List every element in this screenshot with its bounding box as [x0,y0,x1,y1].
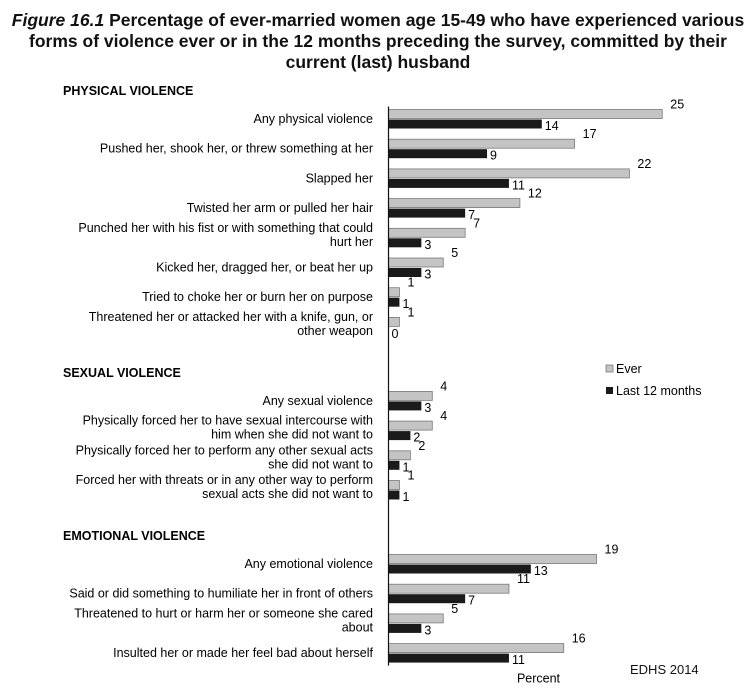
bar-ever [388,613,444,624]
data-label-last-12-months: 9 [490,149,497,163]
data-label-ever: 16 [572,632,586,646]
category-label: Any emotional violence [244,557,373,571]
section-heading: SEXUAL VIOLENCE [63,366,181,380]
bar-last-12-months [388,268,422,277]
category-label: Physically forced her to have sexual int… [83,414,373,442]
figure-label: Figure 16.1 [11,10,105,30]
data-label-ever: 2 [418,439,425,453]
category-label: Tried to choke her or burn her on purpos… [142,290,373,304]
data-label-ever: 4 [440,379,447,393]
bar-ever [388,227,466,238]
category-label: Said or did something to humiliate her i… [69,587,373,601]
category-label: Twisted her arm or pulled her hair [187,201,373,215]
bar-ever [388,138,576,149]
section-heading: EMOTIONAL VIOLENCE [63,529,205,543]
data-label-last-12-months: 7 [468,208,475,222]
legend-label-ever: Ever [616,362,642,376]
data-label-last-12-months: 0 [392,327,399,341]
data-label-last-12-months: 3 [424,238,431,252]
category-label: Pushed her, shook her, or threw somethin… [100,142,373,156]
data-label-ever: 1 [407,469,414,483]
data-label-last-12-months: 1 [402,297,409,311]
bar-ever [388,109,663,119]
category-label: Physically forced her to perform any oth… [76,443,373,471]
data-label-ever: 12 [528,187,542,201]
legend-swatch-last12 [606,387,613,394]
data-label-ever: 1 [407,305,414,319]
data-label-ever: 5 [451,602,458,616]
title-text: Percentage of ever-married women age 15-… [29,10,745,72]
bar-ever [388,168,630,179]
data-label-last-12-months: 7 [468,594,475,608]
legend: Ever Last 12 months [605,362,701,398]
bar-ever [388,583,510,594]
data-label-ever: 5 [451,246,458,260]
category-label: Any sexual violence [263,394,374,408]
category-label: Any physical violence [253,112,373,126]
data-label-last-12-months: 3 [424,401,431,415]
bar-last-12-months [388,238,422,248]
bar-ever [388,554,597,564]
data-label-ever: 1 [407,276,414,290]
bar-ever [388,198,521,209]
source-note: EDHS 2014 [630,662,699,677]
data-label-last-12-months: 13 [534,564,548,578]
data-label-last-12-months: 14 [545,119,559,133]
bar-ever [388,287,400,298]
category-label: Threatened to hurt or harm her or someon… [74,606,373,634]
category-label: Forced her with threats or in any other … [76,473,373,501]
category-label: Threatened her or attacked her with a kn… [89,310,373,338]
x-axis-label: Percent [517,672,561,686]
bar-last-12-months [388,208,466,218]
bar-ever [388,480,400,490]
chart-title: Figure 16.1 Percentage of ever-married w… [0,10,756,73]
bar-last-12-months [388,178,509,188]
data-label-last-12-months: 2 [413,431,420,445]
data-label-last-12-months: 11 [512,178,525,192]
data-label-last-12-months: 1 [402,490,409,504]
data-label-last-12-months: 3 [424,268,431,282]
bar-last-12-months [388,564,531,574]
bar-last-12-months [388,490,400,500]
legend-swatch-ever [605,364,614,373]
category-label: Punched her with his fist or with someth… [78,221,373,249]
bar-last-12-months [388,297,400,307]
bar-last-12-months [388,149,488,159]
bar-last-12-months [388,119,542,129]
legend-label-last12: Last 12 months [616,384,701,398]
bar-last-12-months [388,594,466,604]
bar-ever [388,390,433,401]
data-label-last-12-months: 3 [424,623,431,637]
data-label-ever: 25 [670,98,684,112]
bar-last-12-months [388,401,422,411]
bar-last-12-months [388,431,411,441]
data-label-ever: 11 [517,572,530,586]
bar-ever [388,316,400,327]
section-heading: PHYSICAL VIOLENCE [63,84,193,98]
data-label-ever: 7 [473,216,480,230]
bar-last-12-months [388,460,400,470]
bar-ever [388,450,411,461]
data-label-ever: 22 [637,157,651,171]
data-label-ever: 4 [440,409,447,423]
category-label: Kicked her, dragged her, or beat her up [156,261,373,275]
bar-ever [388,257,444,268]
data-label-last-12-months: 11 [512,653,525,667]
category-label: Insulted her or made her feel bad about … [113,646,373,660]
bar-ever [388,643,565,653]
bar-last-12-months [388,653,509,663]
data-label-ever: 17 [583,127,597,141]
data-label-ever: 19 [605,543,619,557]
bar-last-12-months [388,623,422,633]
data-label-last-12-months: 1 [402,460,409,474]
category-label: Slapped her [306,171,373,185]
bar-ever [388,420,433,431]
